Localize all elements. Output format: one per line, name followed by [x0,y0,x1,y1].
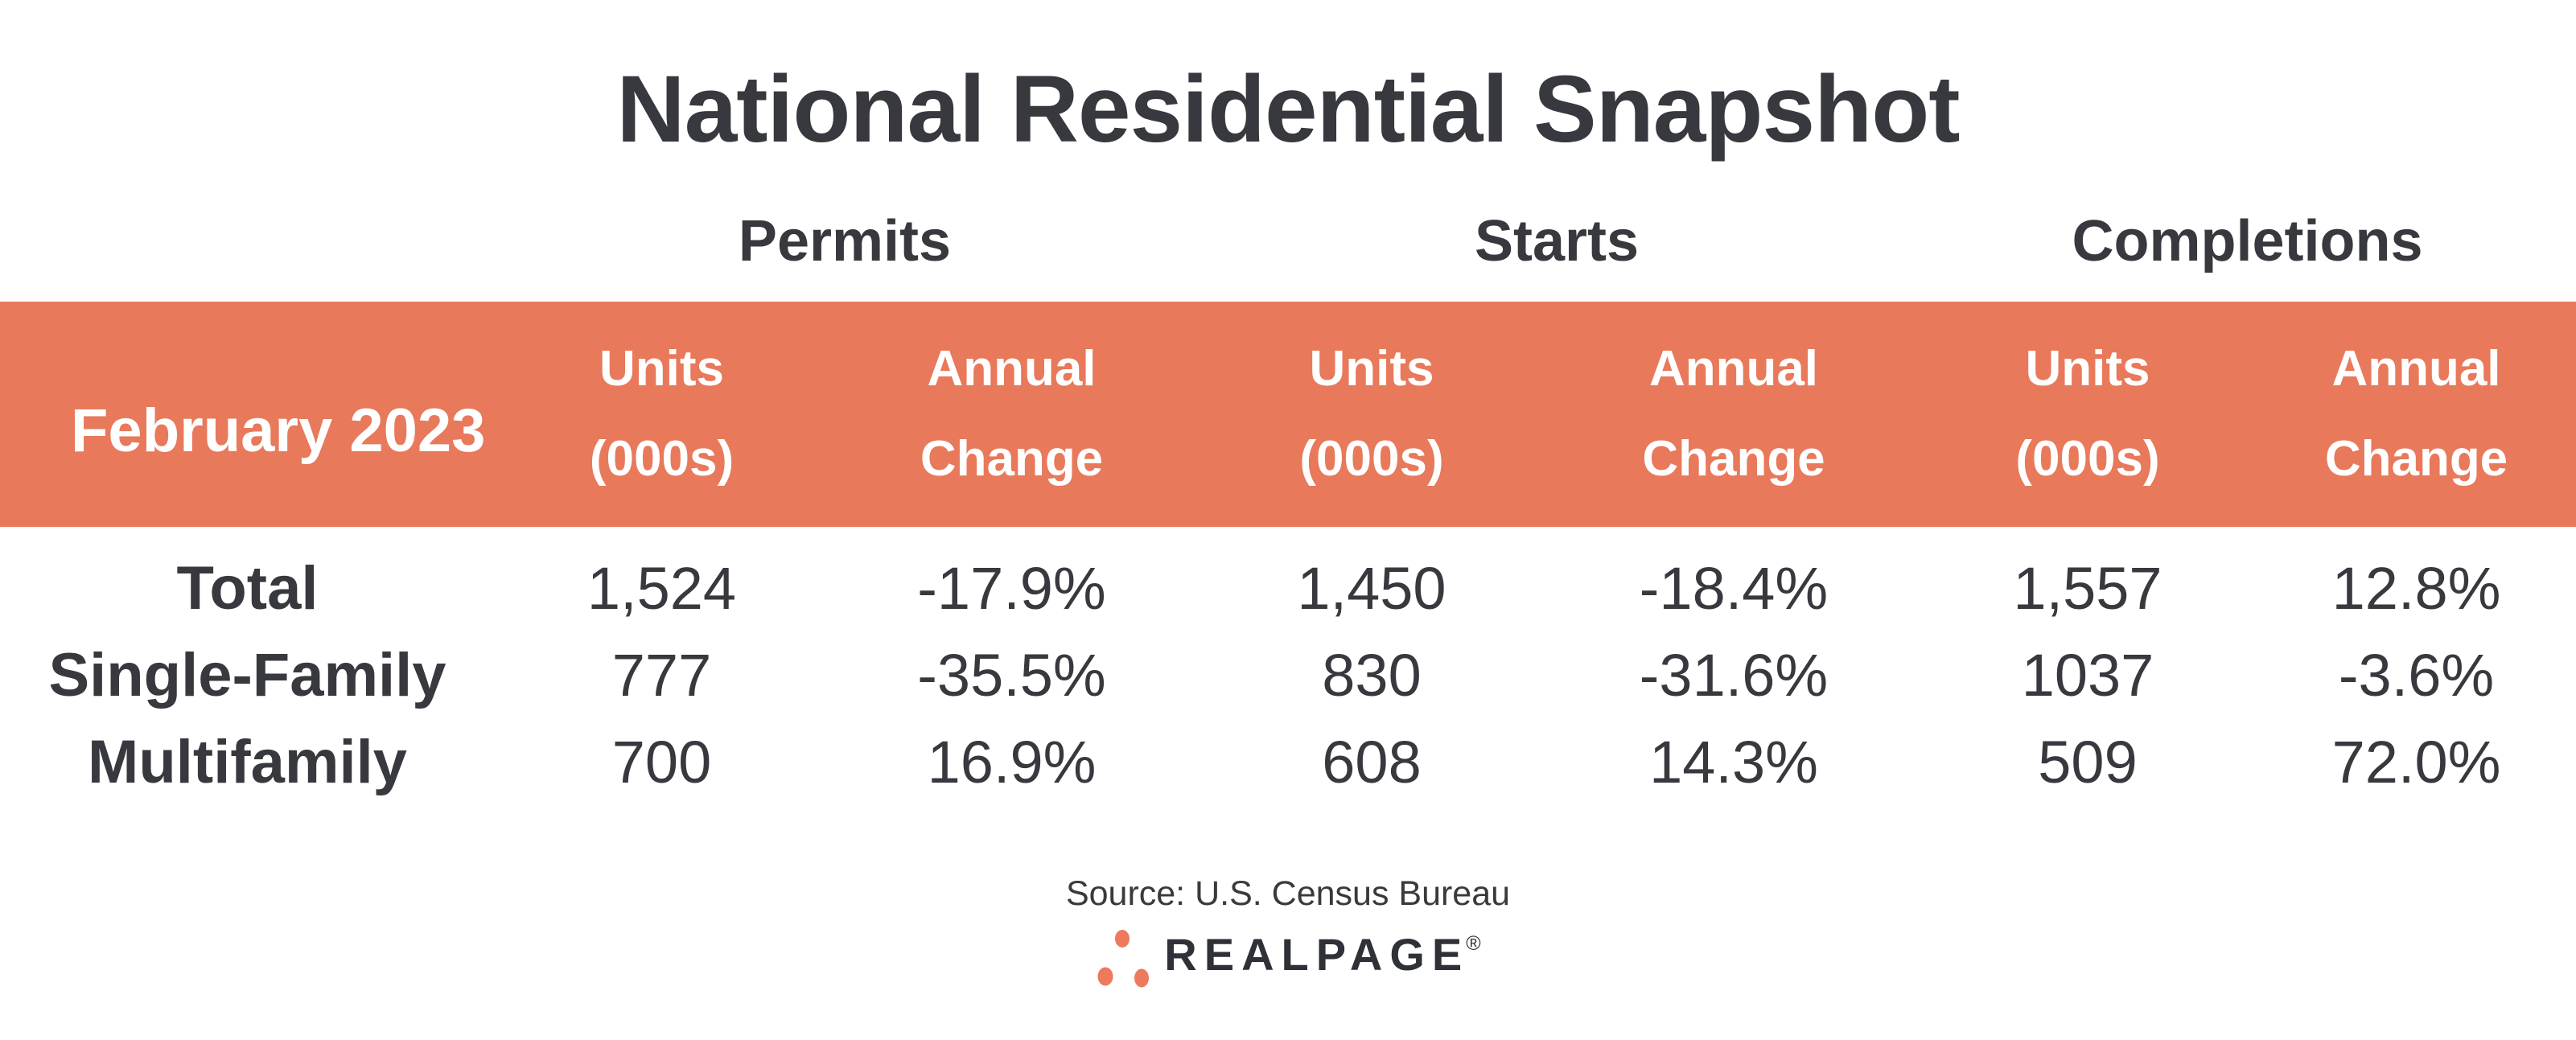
single-family-completions-units: 1037 [2021,641,2154,709]
table-header: Permits Starts Completions February 2023… [0,181,2576,527]
period-label-cell: February 2023 [0,302,495,527]
group-header-spacer [0,181,495,302]
multifamily-starts-units: 608 [1322,728,1422,795]
row-label-single-family: Single-Family [48,640,446,709]
col-header-line1: Annual [927,341,1097,397]
col-header-completions-change: Annual Change [2257,302,2576,527]
multifamily-permits-change: 16.9% [927,728,1097,795]
col-header-line2: Change [1642,431,1825,487]
col-header-line1: Units [1309,341,1434,397]
total-completions-change: 12.8% [2331,554,2501,622]
group-header-permits: Permits [738,209,952,273]
realpage-wordmark: REALPAGE [1164,928,1470,980]
col-header-line2: (000s) [1299,431,1444,487]
title-row: National Residential Snapshot [0,0,2576,181]
single-family-starts-units: 830 [1322,641,1422,709]
col-header-line1: Units [2025,341,2150,397]
col-header-line1: Annual [1648,341,1819,397]
single-family-permits-change: -35.5% [917,641,1106,709]
total-starts-change: -18.4% [1639,554,1829,622]
col-header-completions-units: Units (000s) [1919,302,2257,527]
realpage-logo: REALPAGE ® [0,926,2576,990]
col-header-line2: Change [2324,431,2508,487]
col-header-permits-units: Units (000s) [495,302,829,527]
single-family-starts-change: -31.6% [1639,641,1829,709]
col-header-line1: Annual [2331,341,2501,397]
total-permits-change: -17.9% [917,554,1106,622]
source-note: Source: U.S. Census Bureau [1065,874,1511,913]
col-header-line2: Change [920,431,1104,487]
col-header-line2: (000s) [589,431,735,487]
total-completions-units: 1,557 [2013,554,2162,622]
col-header-starts-units: Units (000s) [1195,302,1549,527]
total-permits-units: 1,524 [586,554,737,622]
registered-trademark-icon: ® [1466,931,1481,955]
multifamily-completions-units: 509 [2038,728,2138,795]
row-label-total: Total [176,553,319,623]
single-family-completions-change: -3.6% [2338,641,2495,709]
realpage-dots-icon [1097,929,1150,988]
row-label-multifamily: Multifamily [88,727,407,796]
col-header-starts-change: Annual Change [1549,302,1919,527]
period-label: February 2023 [71,396,486,465]
table-body: Total 1,524 -17.9% 1,450 -18.4% 1,557 12… [0,545,2576,805]
total-starts-units: 1,450 [1297,554,1446,622]
group-header-starts: Starts [1474,209,1640,273]
single-family-permits-units: 777 [611,641,712,709]
page-title: National Residential Snapshot [616,56,1960,162]
col-header-line2: (000s) [2015,431,2160,487]
group-header-completions: Completions [2072,209,2423,273]
multifamily-completions-change: 72.0% [2331,728,2501,795]
col-header-permits-change: Annual Change [829,302,1195,527]
col-header-line1: Units [599,341,724,397]
multifamily-permits-units: 700 [611,728,712,795]
multifamily-starts-change: 14.3% [1649,728,1818,795]
